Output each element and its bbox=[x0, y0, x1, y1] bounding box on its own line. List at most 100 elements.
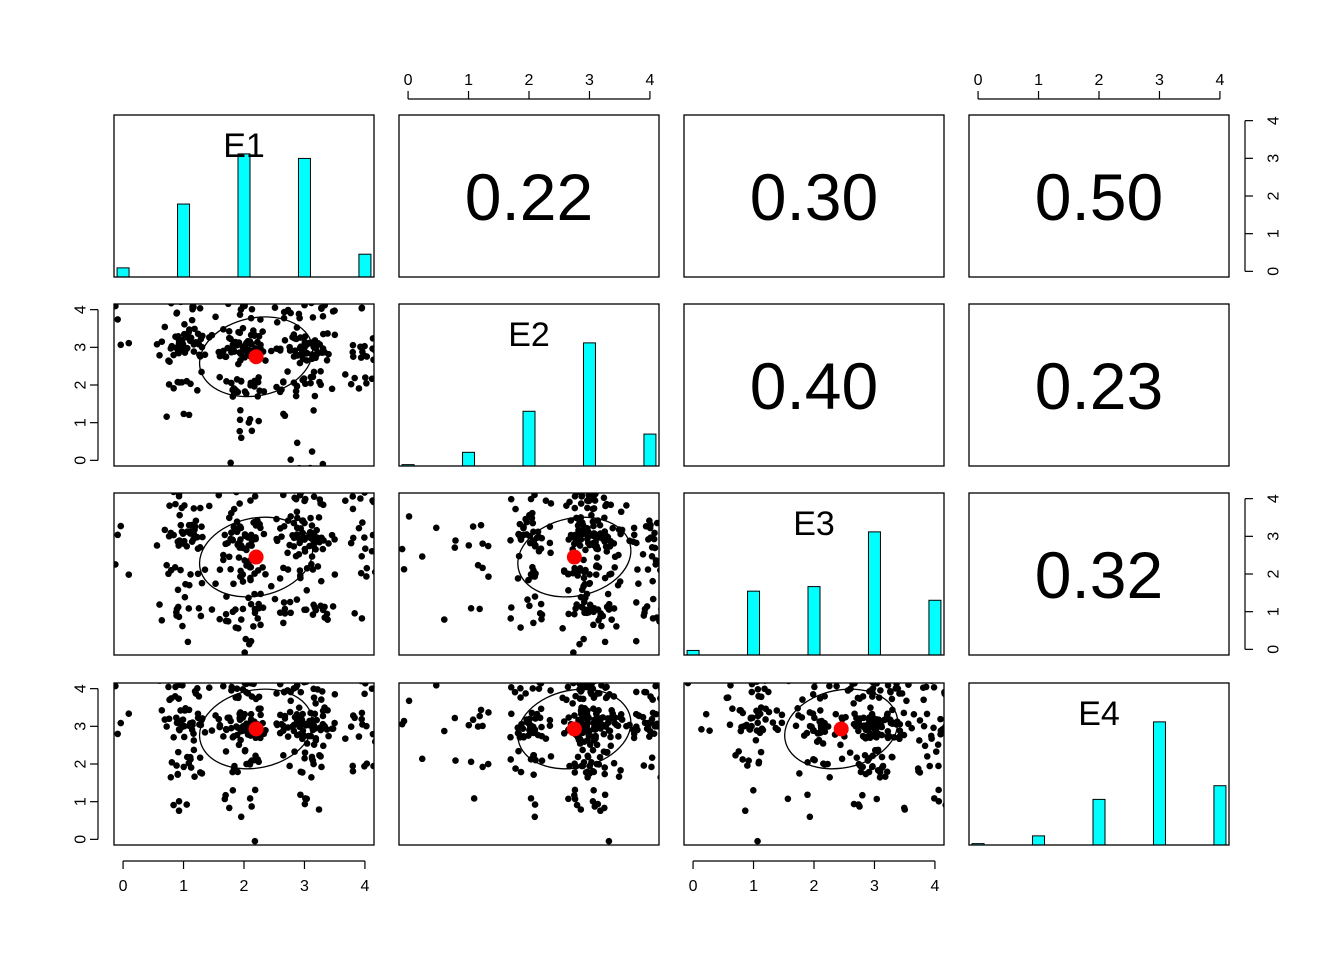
scatter-point bbox=[606, 727, 614, 735]
scatter-point bbox=[942, 723, 944, 730]
histogram-bar bbox=[1032, 835, 1046, 845]
scatter-point bbox=[820, 722, 828, 730]
scatter-point bbox=[234, 541, 241, 549]
panel-E2-E1 bbox=[104, 303, 375, 467]
scatter-point bbox=[574, 659, 581, 666]
scatter-point bbox=[230, 505, 238, 513]
scatter-point bbox=[868, 732, 875, 740]
scatter-point bbox=[590, 621, 597, 629]
scatter-point bbox=[281, 610, 289, 617]
mean-point bbox=[248, 549, 264, 565]
scatter-point bbox=[826, 774, 833, 781]
scatter-point bbox=[192, 690, 200, 697]
scatter-point bbox=[181, 349, 189, 356]
scatter-point bbox=[376, 543, 383, 550]
scatter-point bbox=[522, 690, 529, 697]
scatter-point bbox=[246, 795, 254, 802]
scatter-point bbox=[888, 695, 896, 703]
scatter-point bbox=[935, 762, 942, 770]
scatter-point bbox=[566, 498, 573, 506]
scatter-point bbox=[174, 748, 182, 756]
scatter-point bbox=[850, 700, 857, 707]
scatter-point bbox=[189, 305, 196, 313]
scatter-point bbox=[308, 522, 316, 529]
scatter-point bbox=[516, 675, 523, 682]
scatter-point bbox=[418, 755, 426, 763]
scatter-point bbox=[316, 751, 323, 759]
scatter-point bbox=[280, 752, 287, 759]
scatter-point bbox=[318, 763, 325, 771]
scatter-point bbox=[236, 311, 244, 318]
scatter-point bbox=[598, 622, 605, 630]
scatter-point bbox=[284, 307, 292, 315]
scatter-point bbox=[662, 536, 669, 543]
scatter-point bbox=[230, 523, 238, 531]
scatter-point bbox=[603, 693, 611, 701]
scatter-point bbox=[440, 616, 448, 623]
scatter-point bbox=[175, 798, 183, 805]
scatter-point bbox=[273, 319, 281, 326]
scatter-point bbox=[565, 586, 572, 594]
scatter-point bbox=[796, 770, 803, 777]
scatter-point bbox=[467, 758, 475, 766]
scatter-point bbox=[748, 722, 755, 730]
scatter-point bbox=[307, 379, 314, 387]
scatter-point bbox=[351, 714, 358, 722]
scatter-point bbox=[930, 684, 938, 691]
panel-E4-E1 bbox=[113, 676, 375, 846]
scatter-point bbox=[636, 482, 643, 489]
scatter-point bbox=[399, 531, 400, 533]
scatter-point bbox=[273, 515, 280, 523]
scatter-point bbox=[877, 687, 884, 694]
scatter-point bbox=[656, 618, 659, 625]
scatter-point bbox=[255, 693, 263, 701]
scatter-point bbox=[399, 725, 400, 726]
scatter-point bbox=[222, 748, 230, 755]
scatter-point bbox=[361, 534, 368, 541]
scatter-point bbox=[784, 795, 792, 803]
scatter-point bbox=[854, 694, 862, 702]
scatter-point bbox=[256, 387, 263, 395]
scatter-point bbox=[180, 410, 188, 418]
scatter-point bbox=[341, 497, 349, 505]
scatter-point bbox=[610, 605, 618, 612]
scatter-point bbox=[754, 676, 761, 683]
scatter-point bbox=[839, 675, 846, 682]
scatter-point bbox=[754, 719, 762, 727]
scatter-point bbox=[273, 383, 280, 391]
scatter-point bbox=[165, 357, 172, 365]
scatter-point bbox=[224, 618, 232, 625]
scatter-point bbox=[570, 791, 578, 799]
scatter-point bbox=[171, 692, 179, 700]
scatter-point bbox=[331, 331, 339, 339]
scatter-point bbox=[297, 791, 304, 799]
scatter-point bbox=[280, 722, 287, 730]
scatter-point bbox=[104, 353, 111, 360]
scatter-point bbox=[537, 705, 545, 713]
panel-E3-E3: E3 bbox=[683, 492, 945, 656]
panel-content bbox=[399, 675, 659, 845]
scatter-point bbox=[268, 676, 275, 683]
scatter-point bbox=[577, 500, 585, 507]
scatter-point bbox=[859, 791, 866, 799]
scatter-point bbox=[748, 683, 756, 688]
scatter-point bbox=[876, 769, 884, 776]
scatter-point bbox=[630, 524, 638, 532]
scatter-point bbox=[633, 539, 640, 547]
scatter-point bbox=[303, 683, 310, 685]
scatter-point bbox=[560, 568, 568, 575]
scatter-point bbox=[361, 493, 368, 496]
top-axis-col-2: 0 1 2 3 4 bbox=[404, 72, 654, 100]
scatter-point bbox=[941, 688, 944, 696]
scatter-point bbox=[180, 763, 188, 771]
scatter-point bbox=[227, 565, 234, 573]
scatter-point bbox=[359, 519, 366, 526]
panel-content bbox=[114, 493, 383, 655]
scatter-point bbox=[243, 546, 250, 554]
scatter-point bbox=[251, 786, 259, 794]
panel-frame bbox=[113, 303, 375, 467]
scatter-point bbox=[318, 305, 325, 313]
scatter-point bbox=[310, 407, 317, 414]
scatter-point bbox=[328, 725, 336, 732]
scatter-point bbox=[349, 341, 357, 349]
